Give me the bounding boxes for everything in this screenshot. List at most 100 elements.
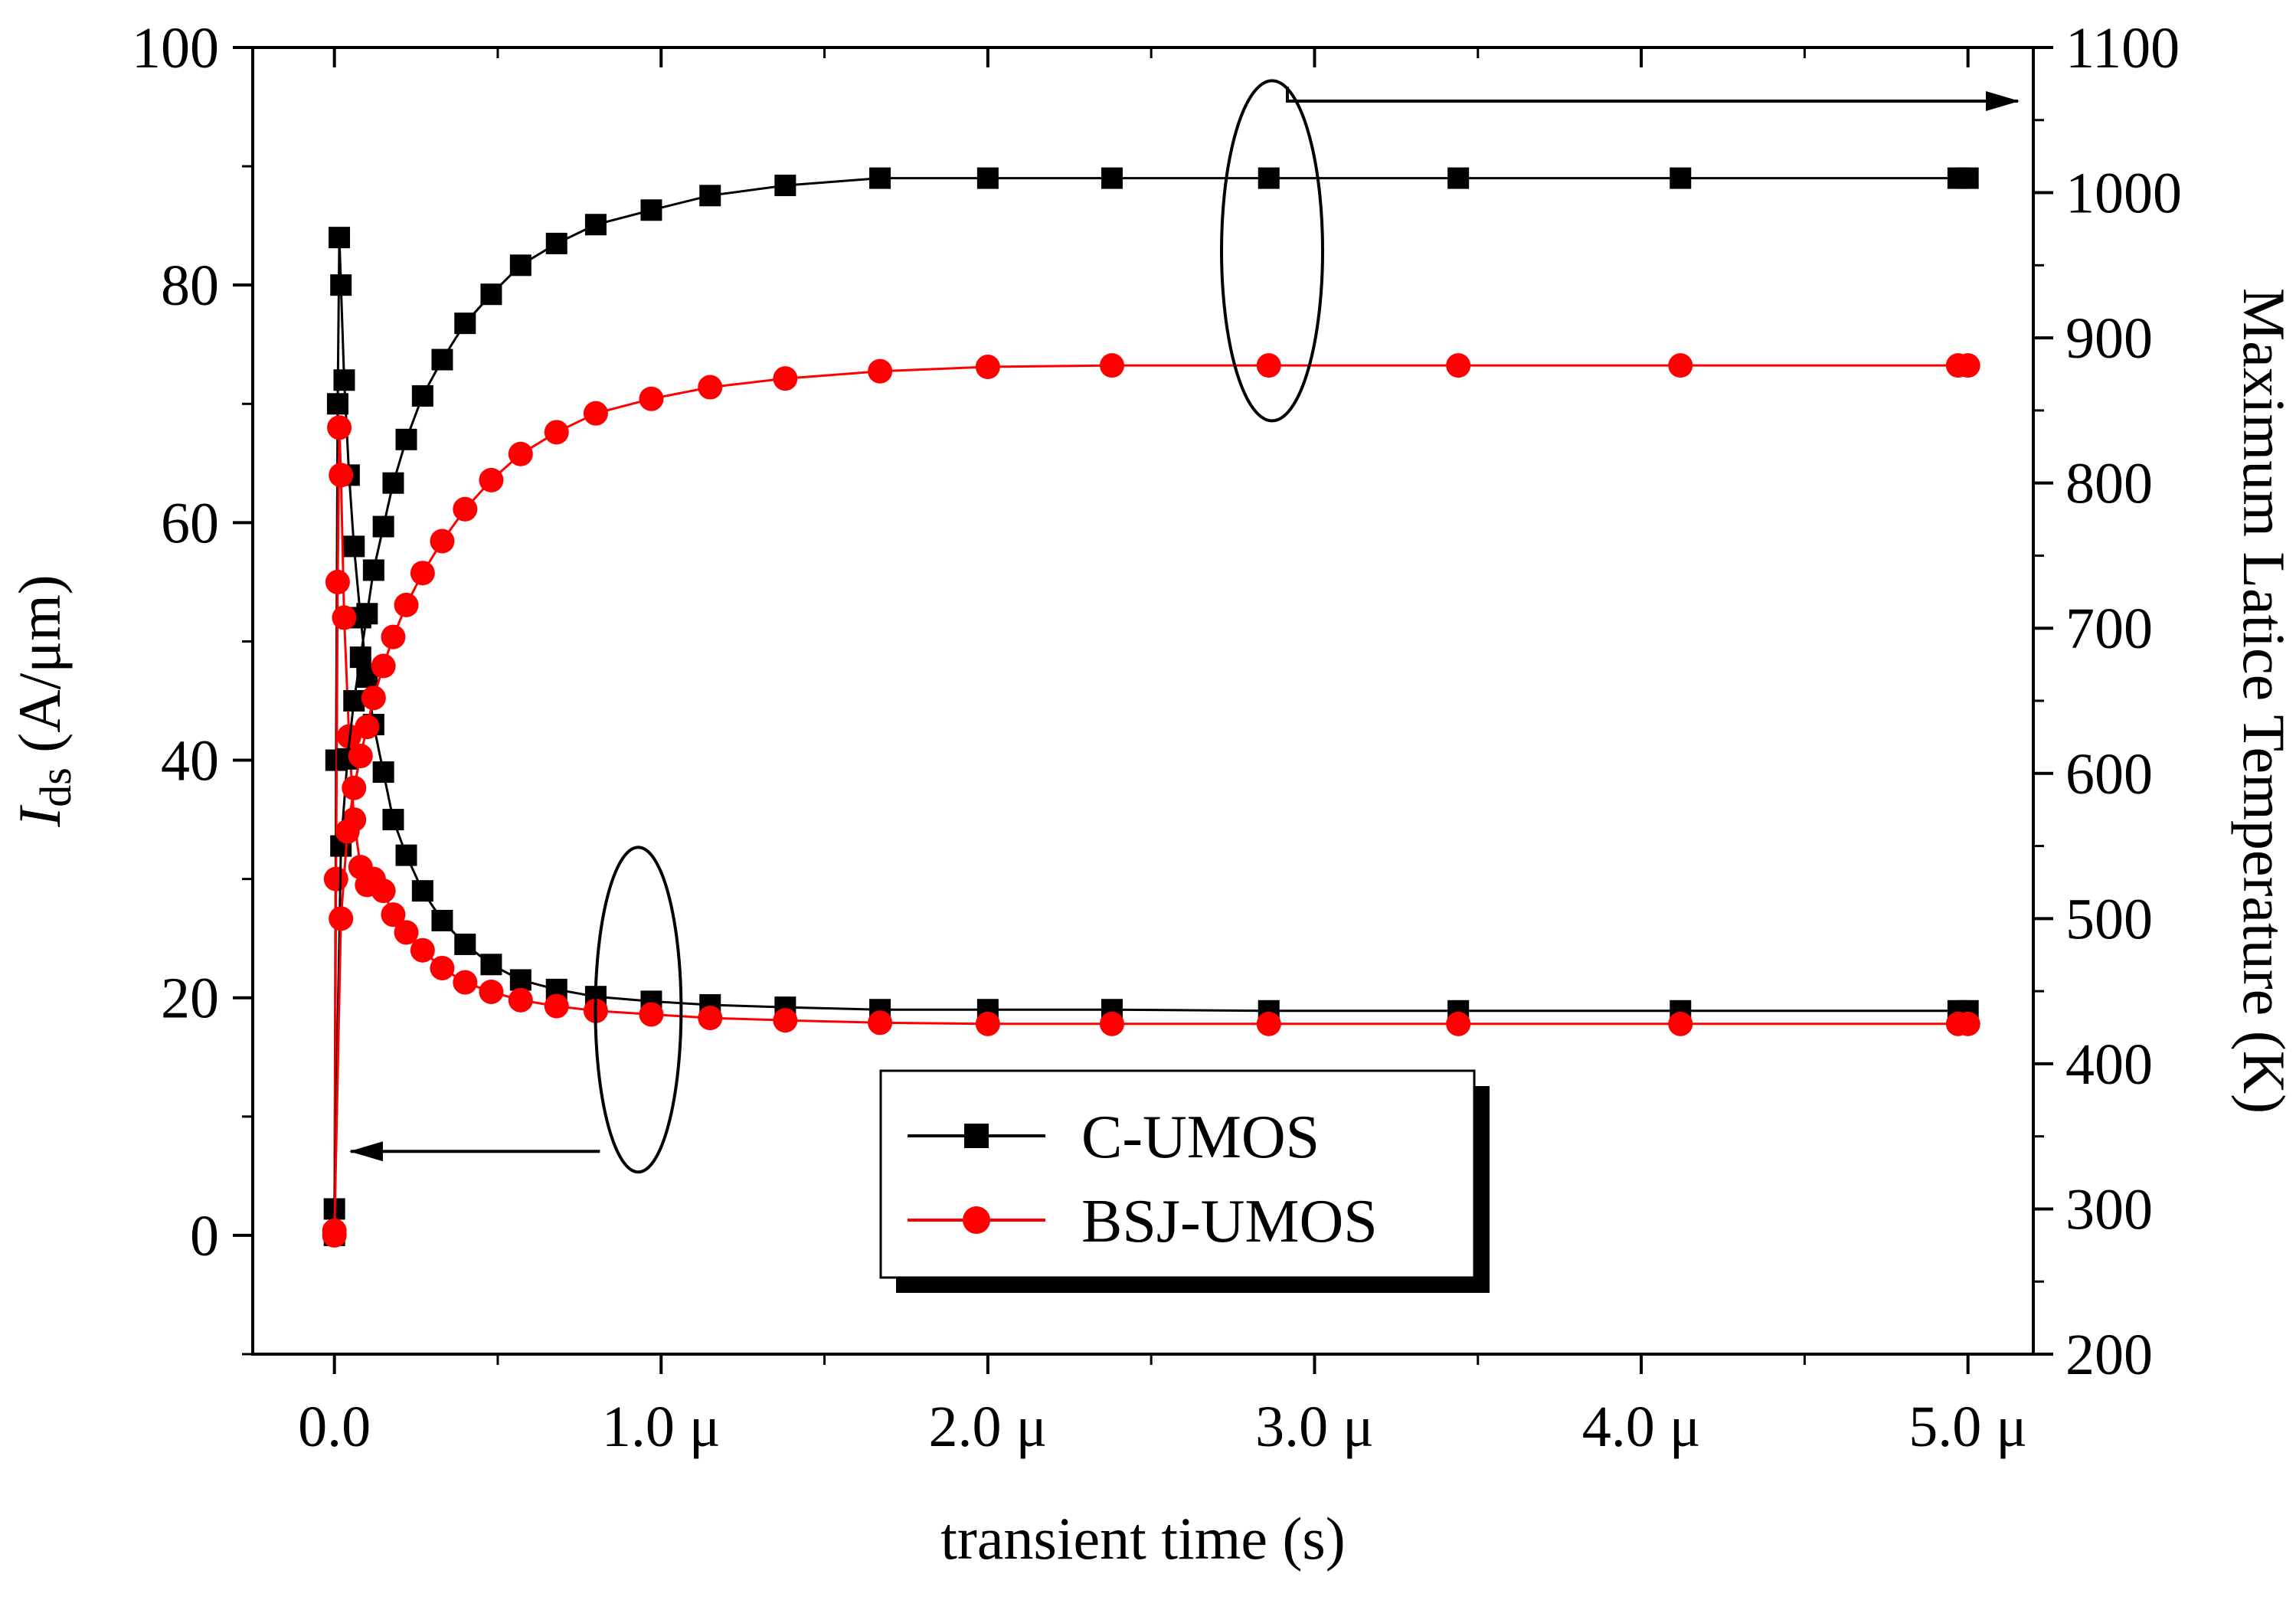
y-right-axis-ticks: 200 300 400 500 600 700 800 900 1000 1100 xyxy=(2033,16,2182,1387)
data-point-circle xyxy=(1446,353,1471,378)
data-point-square xyxy=(411,384,433,407)
x-tick-label: 0.0 xyxy=(298,1395,371,1459)
x-tick-label: 3.0 μ xyxy=(1255,1395,1374,1459)
y-right-tick-label: 400 xyxy=(2065,1032,2153,1097)
data-point-circle xyxy=(453,970,478,995)
data-point-square xyxy=(431,348,453,371)
data-point-square xyxy=(333,369,355,391)
y-right-tick-label: 1000 xyxy=(2065,162,2182,226)
data-point-circle xyxy=(1668,1011,1693,1036)
data-point-square xyxy=(1447,167,1470,189)
data-point-circle xyxy=(868,358,893,384)
data-point-square xyxy=(330,274,352,296)
legend-label: C-UMOS xyxy=(1081,1104,1320,1171)
data-point-square xyxy=(1258,167,1280,189)
data-point-square xyxy=(411,880,433,902)
data-point-square xyxy=(1670,167,1692,189)
data-point-circle xyxy=(335,819,360,844)
data-point-square xyxy=(395,844,417,866)
data-point-circle xyxy=(1446,1011,1471,1036)
data-point-circle xyxy=(361,685,386,711)
data-point-square xyxy=(480,954,502,976)
data-point-square xyxy=(362,559,384,581)
data-point-square xyxy=(976,167,999,189)
data-point-circle xyxy=(698,375,723,400)
y-right-tick-label: 500 xyxy=(2065,887,2153,951)
x-tick-label: 1.0 μ xyxy=(602,1395,721,1459)
data-point-circle xyxy=(1256,353,1281,378)
data-point-circle xyxy=(1668,353,1693,378)
y-left-tick-label: 80 xyxy=(161,254,219,318)
data-point-square xyxy=(509,969,531,991)
x-axis-title: transient time (s) xyxy=(940,1505,1346,1572)
data-point-square xyxy=(1101,167,1123,189)
data-point-square xyxy=(349,646,371,669)
legend-marker-circle xyxy=(963,1206,990,1234)
data-point-circle xyxy=(329,906,354,931)
data-point-circle xyxy=(410,561,435,586)
legend-label: BSJ-UMOS xyxy=(1081,1188,1378,1255)
data-point-square xyxy=(343,690,365,712)
data-point-circle xyxy=(322,1218,347,1243)
data-point-square xyxy=(343,535,365,558)
data-point-circle xyxy=(430,528,455,554)
data-point-square xyxy=(382,472,404,494)
data-point-square xyxy=(1957,167,1979,189)
data-point-square xyxy=(395,428,417,450)
legend-entries: C-UMOS BSJ-UMOS xyxy=(908,1104,1378,1255)
data-point-square xyxy=(509,254,531,276)
data-point-circle xyxy=(1256,1011,1281,1036)
data-point-square xyxy=(774,175,796,197)
data-point-square xyxy=(869,167,891,189)
data-point-circle xyxy=(371,879,396,904)
y-right-tick-label: 900 xyxy=(2065,306,2153,371)
data-point-circle xyxy=(394,920,419,945)
data-point-square xyxy=(329,227,351,249)
y-left-title-subscript: ds xyxy=(31,767,80,807)
data-point-circle xyxy=(639,386,664,411)
data-point-circle xyxy=(323,866,348,892)
annotation-ellipse xyxy=(594,846,683,1174)
series-layer xyxy=(322,167,1980,1248)
data-point-circle xyxy=(381,624,406,649)
y-left-axis-title: Ids (A/μm) xyxy=(6,574,80,828)
data-point-circle xyxy=(544,993,569,1019)
data-point-square xyxy=(454,312,476,335)
data-point-circle xyxy=(381,902,406,928)
data-point-circle xyxy=(975,1011,1000,1036)
data-point-square xyxy=(356,603,378,625)
data-point-circle xyxy=(371,653,396,679)
y-left-tick-label: 0 xyxy=(190,1204,219,1268)
data-point-circle xyxy=(698,1006,723,1031)
y-left-tick-label: 100 xyxy=(132,16,219,80)
x-axis-ticks: 0.0 1.0 μ 2.0 μ 3.0 μ 4.0 μ 5.0 μ xyxy=(298,47,2027,1459)
data-point-circle xyxy=(348,744,373,769)
data-point-circle xyxy=(329,463,354,488)
data-point-circle xyxy=(355,715,380,740)
data-point-circle xyxy=(430,955,455,980)
data-point-square xyxy=(584,214,607,236)
legend: C-UMOS BSJ-UMOS xyxy=(879,1069,1490,1293)
data-point-circle xyxy=(342,775,367,800)
x-tick-label: 5.0 μ xyxy=(1908,1395,2027,1459)
data-point-circle xyxy=(583,401,608,426)
data-point-square xyxy=(454,933,476,955)
data-point-circle xyxy=(325,569,350,594)
data-point-circle xyxy=(479,979,504,1004)
annotation-ellipse xyxy=(1220,79,1325,423)
data-point-circle xyxy=(453,496,478,522)
data-point-circle xyxy=(773,1008,798,1033)
series-line xyxy=(333,177,1968,1209)
data-point-circle xyxy=(394,592,419,617)
data-point-square xyxy=(480,283,502,306)
y-right-axis-title: Maximum Latice Temperature (K) xyxy=(2231,288,2296,1114)
y-right-tick-label: 200 xyxy=(2065,1323,2153,1387)
data-point-circle xyxy=(773,366,798,391)
data-point-square xyxy=(382,809,404,831)
data-point-circle xyxy=(639,1002,664,1027)
data-point-square xyxy=(431,909,453,931)
y-right-tick-label: 1100 xyxy=(2065,16,2180,80)
annotations-layer xyxy=(348,79,2020,1174)
